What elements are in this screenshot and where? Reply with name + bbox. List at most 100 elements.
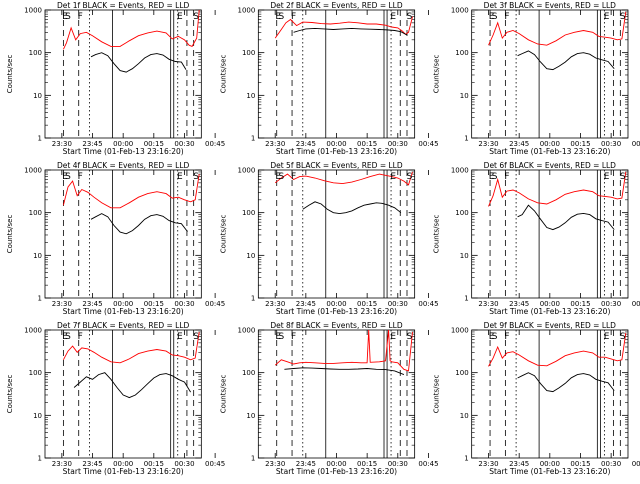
x-tick-label: 00:00 xyxy=(326,140,346,148)
panel-title: Det 1f BLACK = Events, RED = LLD xyxy=(57,1,190,10)
x-tick-label: 00:15 xyxy=(144,300,164,308)
annotation-label: S xyxy=(407,12,413,22)
y-tick-label: 100 xyxy=(29,369,42,377)
y-tick-label: 1000 xyxy=(24,7,42,15)
x-tick-label: 23:45 xyxy=(509,460,529,468)
annotation-label: E xyxy=(275,12,281,22)
x-tick-label: 00:45 xyxy=(418,300,438,308)
y-tick-label: 10 xyxy=(460,92,469,100)
x-axis-label: Start Time (01-Feb-13 23:16:20) xyxy=(63,467,184,476)
annotation-label: S xyxy=(620,172,626,182)
panel-title: Det 5f BLACK = Events, RED = LLD xyxy=(270,161,403,170)
annotation-label: S xyxy=(407,332,413,342)
x-tick-label: 00:30 xyxy=(601,140,621,148)
annotation-label: F xyxy=(504,172,509,182)
x-tick-label: 23:45 xyxy=(296,300,316,308)
x-tick-label: 00:45 xyxy=(418,460,438,468)
annotation-label: E xyxy=(62,12,68,22)
y-tick-label: 1000 xyxy=(238,167,256,175)
annotation-label: S xyxy=(278,172,284,182)
y-axis-label: Counts/sec xyxy=(219,215,227,254)
series-events-line xyxy=(517,50,615,71)
x-tick-label: 00:00 xyxy=(540,300,560,308)
y-tick-label: 10 xyxy=(246,252,255,260)
x-tick-label: 00:00 xyxy=(326,300,346,308)
annotation-label: S xyxy=(65,332,71,342)
x-tick-label: 23:30 xyxy=(478,300,498,308)
annotation-label: E xyxy=(275,172,281,182)
annotation-label: S xyxy=(193,172,199,182)
series-events-line xyxy=(293,27,408,36)
x-tick-label: 23:45 xyxy=(509,140,529,148)
x-tick-label: 00:00 xyxy=(113,140,133,148)
x-tick-label: 00:45 xyxy=(418,140,438,148)
annotation-label: E xyxy=(177,332,183,342)
series-lld-line xyxy=(274,171,413,186)
panel-title: Det 4f BLACK = Events, RED = LLD xyxy=(57,161,190,170)
annotation-label: F xyxy=(291,172,296,182)
x-tick-label: 23:45 xyxy=(509,300,529,308)
annotation-label: S xyxy=(492,12,498,22)
annotation-label: E xyxy=(177,12,183,22)
panel-det-3: Det 3f BLACK = Events, RED = LLD 1 10 100 10… xyxy=(433,1,640,156)
x-tick-label: 23:45 xyxy=(296,460,316,468)
y-tick-label: 100 xyxy=(242,209,255,217)
x-tick-label: 00:15 xyxy=(144,140,164,148)
x-tick-label: 00:00 xyxy=(113,300,133,308)
annotation-label: S xyxy=(278,332,284,342)
annotation-label: F xyxy=(78,172,83,182)
panel-det-7: Det 7f BLACK = Events, RED = LLD 1 10 100 10… xyxy=(6,321,225,476)
panel-det-9: Det 9f BLACK = Events, RED = LLD 1 10 100 10… xyxy=(433,321,640,476)
y-tick-label: 1 xyxy=(464,295,468,303)
series-lld-line xyxy=(274,329,413,372)
annotation-label: F xyxy=(291,12,296,22)
x-tick-label: 00:30 xyxy=(601,300,621,308)
annotation-label: E xyxy=(604,12,610,22)
y-tick-label: 1000 xyxy=(451,167,469,175)
annotation-label: F xyxy=(78,332,83,342)
y-tick-label: 1 xyxy=(251,295,255,303)
series-events-line xyxy=(90,52,187,73)
panel-title: Det 8f BLACK = Events, RED = LLD xyxy=(270,321,403,330)
y-axis-label: Counts/sec xyxy=(219,55,227,94)
y-tick-label: 10 xyxy=(246,92,255,100)
x-tick-label: 00:45 xyxy=(632,460,640,468)
y-axis-label: Counts/sec xyxy=(219,375,227,414)
annotation-label: E xyxy=(390,12,396,22)
x-tick-label: 00:30 xyxy=(174,140,194,148)
x-tick-label: 23:30 xyxy=(52,460,72,468)
panel-title: Det 7f BLACK = Events, RED = LLD xyxy=(57,321,190,330)
x-tick-label: 00:45 xyxy=(632,140,640,148)
y-tick-label: 1 xyxy=(464,455,468,463)
annotation-label: E xyxy=(489,172,495,182)
y-tick-label: 1000 xyxy=(451,7,469,15)
annotation-label: S xyxy=(193,332,199,342)
y-tick-label: 1 xyxy=(38,135,42,143)
series-events-line xyxy=(517,204,615,231)
series-events-line xyxy=(517,372,615,393)
panel-det-1: Det 1f BLACK = Events, RED = LLD 1 10 100 10… xyxy=(6,1,225,156)
x-tick-label: 00:15 xyxy=(570,460,590,468)
y-tick-label: 10 xyxy=(33,92,42,100)
x-tick-label: 23:45 xyxy=(296,140,316,148)
x-tick-label: 00:30 xyxy=(174,300,194,308)
y-tick-label: 1000 xyxy=(238,7,256,15)
y-tick-label: 1 xyxy=(251,455,255,463)
annotation-label: S xyxy=(407,172,413,182)
x-axis-label: Start Time (01-Feb-13 23:16:20) xyxy=(63,147,184,156)
y-axis-label: Counts/sec xyxy=(6,215,14,254)
x-tick-label: 00:45 xyxy=(205,300,225,308)
y-tick-label: 1 xyxy=(38,455,42,463)
series-events-line xyxy=(90,213,188,235)
y-tick-label: 100 xyxy=(455,209,468,217)
y-tick-label: 100 xyxy=(455,49,468,57)
panel-det-6: Det 6f BLACK = Events, RED = LLD 1 10 100 10… xyxy=(433,161,640,316)
panel-title: Det 6f BLACK = Events, RED = LLD xyxy=(484,161,617,170)
y-tick-label: 1 xyxy=(251,135,255,143)
x-axis-label: Start Time (01-Feb-13 23:16:20) xyxy=(276,467,397,476)
y-axis-label: Counts/sec xyxy=(6,55,14,94)
x-axis-label: Start Time (01-Feb-13 23:16:20) xyxy=(276,307,397,316)
y-tick-label: 10 xyxy=(33,252,42,260)
